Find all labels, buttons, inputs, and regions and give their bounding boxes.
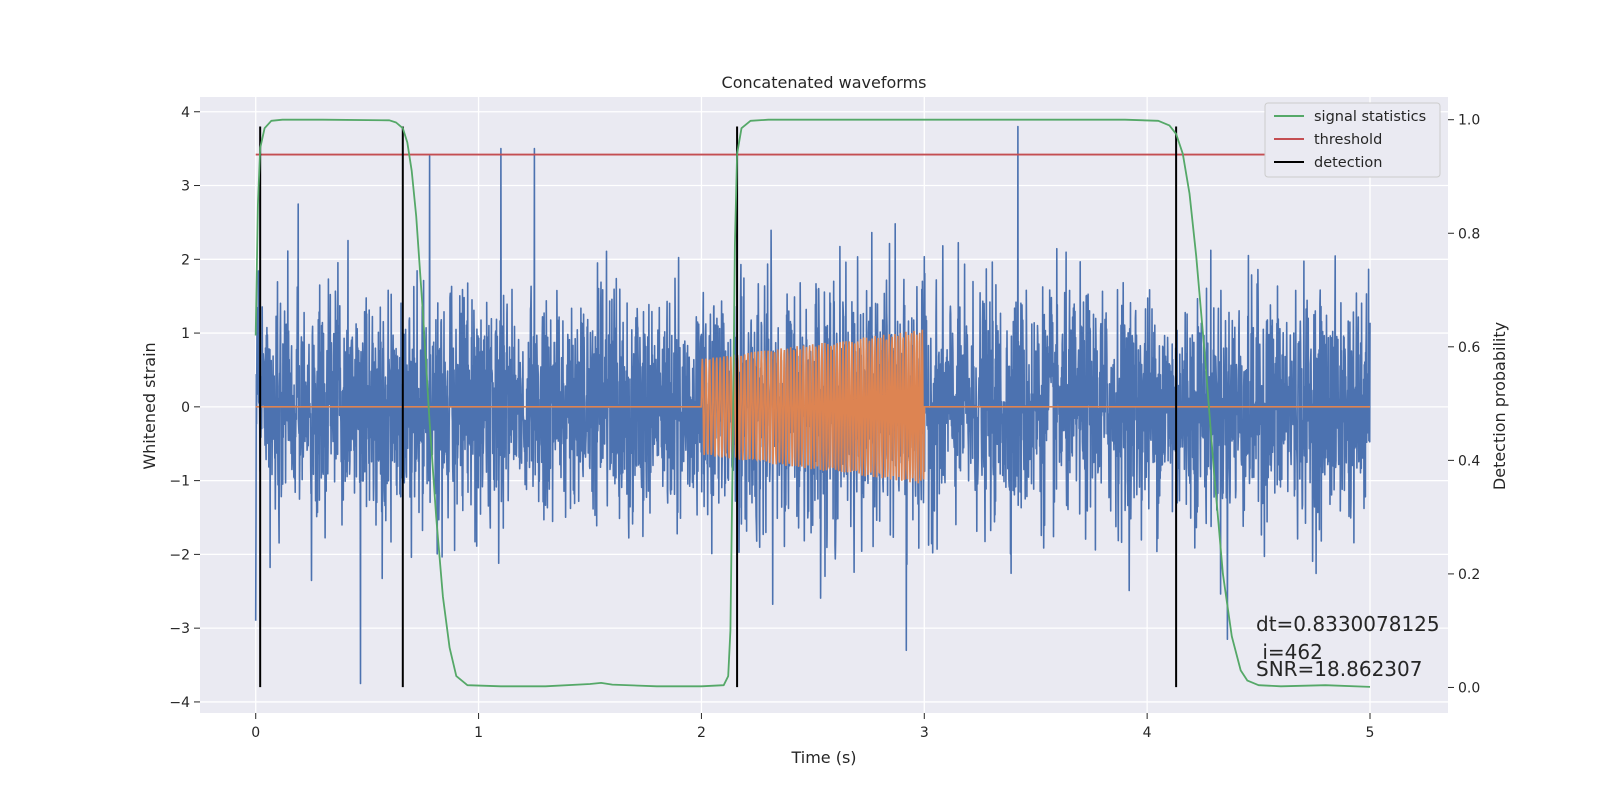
y2-tick-label-0.2: 0.2 [1458, 567, 1480, 583]
y-tick-label-0: 0 [181, 400, 190, 416]
legend-label-statistics: signal statistics [1314, 109, 1426, 125]
y-tick-label-3: 3 [181, 179, 190, 195]
y2-tick-label-0.4: 0.4 [1458, 453, 1480, 469]
series-whitened-strain [254, 125, 1371, 685]
legend-label-detection: detection [1314, 155, 1382, 171]
legend-box [1264, 102, 1441, 178]
chart-title: Concatenated waveforms [722, 73, 927, 92]
x-tick-label-3: 3 [920, 725, 929, 741]
y-tick-label-1: 1 [181, 326, 190, 342]
y-tick-label--2: −2 [169, 547, 190, 563]
y2-tick-label-0: 0.0 [1458, 680, 1480, 696]
y2-tick-label-1: 1.0 [1458, 113, 1480, 129]
y2-tick-label-0.8: 0.8 [1458, 226, 1480, 242]
annotation-dt: dt=0.8330078125 [1256, 612, 1440, 636]
y-tick-label-4: 4 [181, 105, 190, 121]
x-tick-label-4: 4 [1143, 725, 1152, 741]
axes: 0 1 2 3 4 5 −4 −3 −2 −1 0 1 2 3 4 0.0 0.2 0.4 0.6 0.8 1.0 [169, 105, 1480, 741]
x-tick-label-5: 5 [1366, 725, 1375, 741]
x-axis-label: Time (s) [790, 748, 856, 767]
y-tick-label-2: 2 [181, 252, 190, 268]
legend-label-threshold: threshold [1314, 132, 1382, 148]
y-axis-label: Whitened strain [140, 342, 159, 469]
series-signal-statistics [254, 118, 1371, 688]
annotation-snr: SNR=18.862307 [1256, 657, 1422, 681]
y-tick-label--4: −4 [169, 695, 190, 711]
y2-tick-label-0.6: 0.6 [1458, 340, 1480, 356]
y-tick-label--3: −3 [169, 621, 190, 637]
legend: signal statistics threshold detection [1264, 102, 1441, 178]
y2-axis-label: Detection probability [1490, 322, 1509, 490]
x-tick-label-2: 2 [697, 725, 706, 741]
x-tick-label-0: 0 [251, 725, 260, 741]
y-tick-label--1: −1 [169, 474, 190, 490]
annotation-index: i=462 [1256, 640, 1323, 664]
x-tick-label-1: 1 [474, 725, 483, 741]
data-layer [254, 118, 1371, 688]
series-injected-waveform [255, 329, 1370, 484]
